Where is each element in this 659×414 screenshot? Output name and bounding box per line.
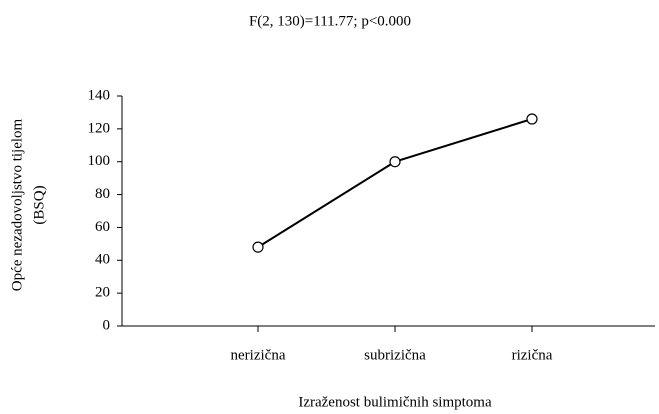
- y-tick-label: 40: [95, 252, 110, 268]
- y-tick-label: 60: [95, 219, 110, 235]
- y-axis-label: (BSQ): [31, 185, 47, 224]
- y-tick-label: 80: [95, 186, 110, 202]
- y-tick-label: 140: [88, 87, 111, 103]
- y-tick-label: 20: [95, 285, 110, 301]
- data-line: [257, 118, 533, 248]
- data-point: [252, 241, 264, 253]
- y-axis-label: Opće nezadovoljstvo tijelom: [9, 118, 25, 291]
- x-tick-label: rizična: [512, 347, 553, 363]
- y-tick-label: 0: [103, 317, 111, 333]
- x-axis-label: Izraženost bulimičnih simptoma: [298, 394, 492, 410]
- y-tick-label: 100: [88, 153, 111, 169]
- x-tick-label: subrizična: [364, 347, 426, 363]
- x-tick-label: nerizična: [231, 347, 286, 363]
- data-point: [526, 113, 538, 125]
- chart-title: F(2, 130)=111.77; p<0.000: [249, 13, 411, 29]
- data-point: [389, 156, 401, 168]
- y-tick-label: 120: [88, 120, 111, 136]
